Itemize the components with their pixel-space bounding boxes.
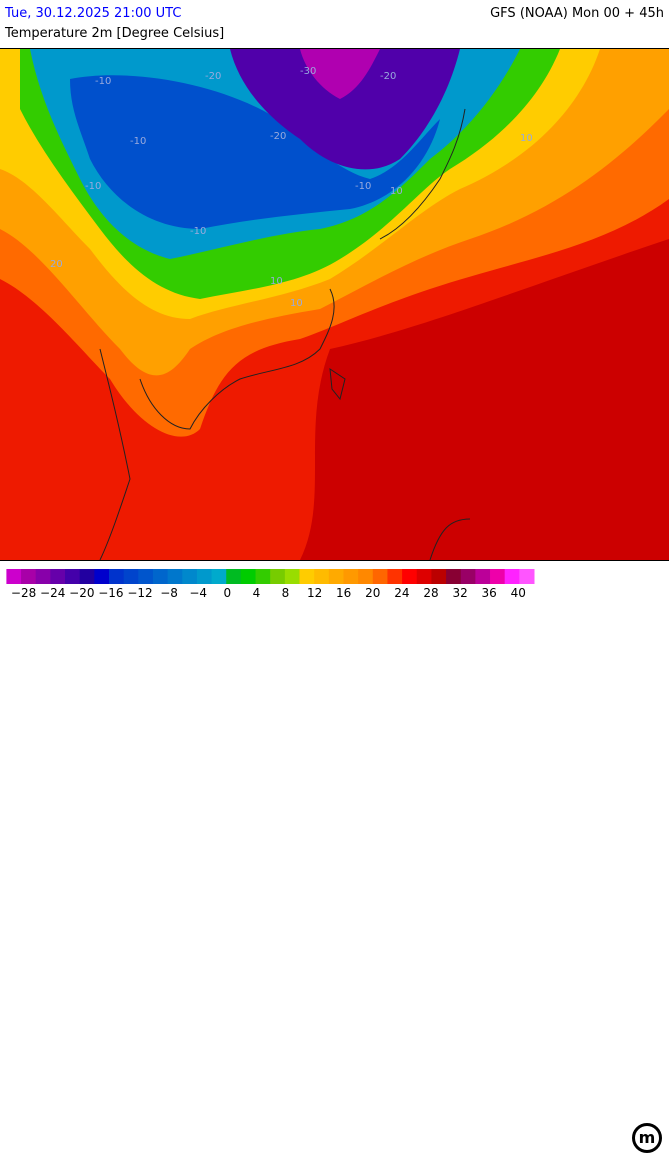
legend-swatch [108, 569, 125, 584]
contour-label: -20 [380, 71, 396, 82]
legend-label: 4 [252, 586, 261, 600]
legend-swatch [446, 569, 462, 584]
contour-label: -20 [270, 131, 286, 142]
legend-swatch [460, 569, 476, 584]
contour-label: -10 [130, 136, 146, 147]
contour-label: -10 [85, 181, 101, 192]
legend-swatch [79, 569, 95, 584]
parameter-title: Temperature 2m [Degree Celsius] [5, 26, 225, 41]
legend-label: −12 [127, 586, 153, 600]
contour-label: 10 [270, 276, 283, 287]
legend-swatch [284, 569, 301, 584]
legend-swatch [255, 569, 271, 584]
legend-swatch [138, 569, 154, 584]
legend-swatch [270, 569, 286, 584]
blue-region [70, 75, 440, 229]
dark-red-region [300, 239, 669, 560]
legend-label: −20 [69, 586, 95, 600]
legend-swatch [21, 569, 37, 584]
legend-label: 36 [481, 586, 497, 600]
legend-label: 20 [365, 586, 381, 600]
legend-swatch [226, 569, 242, 584]
legend-swatches [6, 569, 535, 584]
legend-label: 32 [452, 586, 468, 600]
contour-label: -10 [190, 226, 206, 237]
legend-swatch [519, 569, 535, 584]
legend-swatch [475, 569, 491, 584]
legend-swatch [6, 569, 22, 584]
legend-label: 12 [306, 586, 323, 600]
forecast-datetime: Tue, 30.12.2025 21:00 UTC [5, 6, 182, 21]
legend-label: −4 [189, 586, 208, 600]
legend-label: −28 [10, 586, 37, 600]
meteoblue-logo: m [632, 1123, 662, 1153]
legend-label: 16 [336, 586, 352, 600]
legend-swatch [402, 569, 418, 584]
legend-swatch [152, 569, 169, 584]
legend-swatch [65, 569, 81, 584]
legend-swatch [94, 569, 110, 584]
legend-label: −16 [98, 586, 124, 600]
legend-label: 40 [510, 586, 526, 600]
contour-label: -20 [205, 71, 221, 82]
legend-swatch [372, 569, 388, 584]
legend-swatch [50, 569, 66, 584]
model-run: GFS (NOAA) Mon 00 + 45h [490, 6, 664, 21]
legend-label: 28 [423, 586, 439, 600]
legend-swatch [358, 569, 374, 584]
legend-swatch [123, 569, 139, 584]
legend-swatch [211, 569, 227, 584]
contour-label: -10 [95, 76, 111, 87]
legend-swatch [167, 569, 183, 584]
legend-label: 8 [281, 586, 290, 600]
magenta-region [300, 49, 380, 99]
legend-label: 24 [394, 586, 410, 600]
legend-label: −24 [40, 586, 66, 600]
contour-label: -30 [300, 66, 316, 77]
legend-swatch [314, 569, 330, 584]
legend-swatch [240, 569, 257, 584]
legend-swatch [182, 569, 198, 584]
contour-label: 20 [50, 259, 63, 270]
contour-label: 10 [520, 133, 533, 144]
legend-swatch [431, 569, 447, 584]
contour-label: -10 [355, 181, 371, 192]
coastlines [99, 108, 471, 560]
legend-label: −8 [160, 586, 178, 600]
temperature-map[interactable]: -30 -20 -20 -10 -10 -10 -10 -20 -10 10 1… [0, 48, 669, 561]
legend-swatch [416, 569, 432, 584]
legend-swatch [504, 569, 520, 584]
legend-swatch [343, 569, 359, 584]
purple-region [230, 49, 460, 170]
contour-label: 10 [390, 186, 403, 197]
legend-swatch [387, 569, 403, 584]
contour-label: 10 [290, 298, 303, 309]
legend-label: 0 [223, 586, 232, 600]
legend-swatch [196, 569, 213, 584]
legend-swatch [299, 569, 315, 584]
legend-swatch [35, 569, 51, 584]
legend-swatch [328, 569, 344, 584]
legend-swatch [490, 569, 506, 584]
color-legend: −28 −24 −20 −16 −12 −8 −4 0 4 8 12 16 20 24 28 32 36 40 m [0, 560, 669, 1153]
contour-labels: -30 -20 -20 -10 -10 -10 -10 -20 -10 10 1… [50, 66, 533, 309]
